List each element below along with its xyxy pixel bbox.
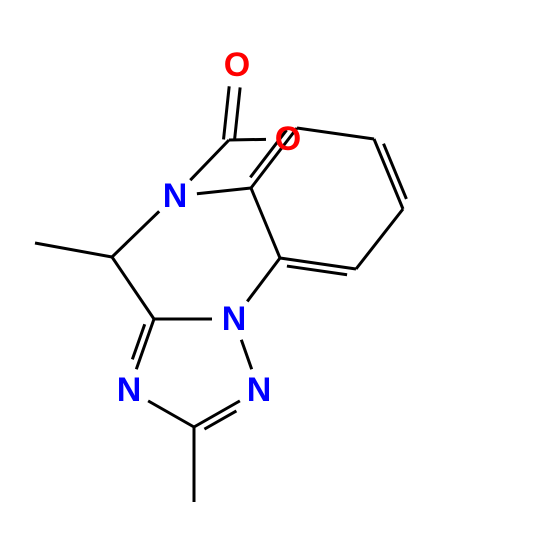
bond (297, 128, 374, 139)
bond (374, 139, 403, 209)
atom-label-n: N (117, 371, 142, 409)
bond (247, 258, 280, 301)
atom-label-o: O (224, 46, 250, 84)
bond (112, 257, 154, 319)
bond (251, 188, 280, 258)
bond (224, 86, 230, 139)
atom-label-n: N (222, 300, 247, 338)
bond (241, 340, 251, 370)
bond (229, 139, 266, 140)
bond (148, 401, 194, 427)
bond (356, 209, 403, 269)
molecule-diagram: NNNNOO (0, 0, 533, 533)
atom-label-o: O (275, 120, 301, 158)
bond (234, 87, 240, 140)
atom-label-n: N (163, 177, 188, 215)
bond (112, 211, 159, 257)
bond (197, 188, 251, 194)
bonds-group (35, 86, 406, 502)
bond (35, 243, 112, 257)
bond (190, 140, 229, 180)
atom-label-n: N (247, 371, 272, 409)
